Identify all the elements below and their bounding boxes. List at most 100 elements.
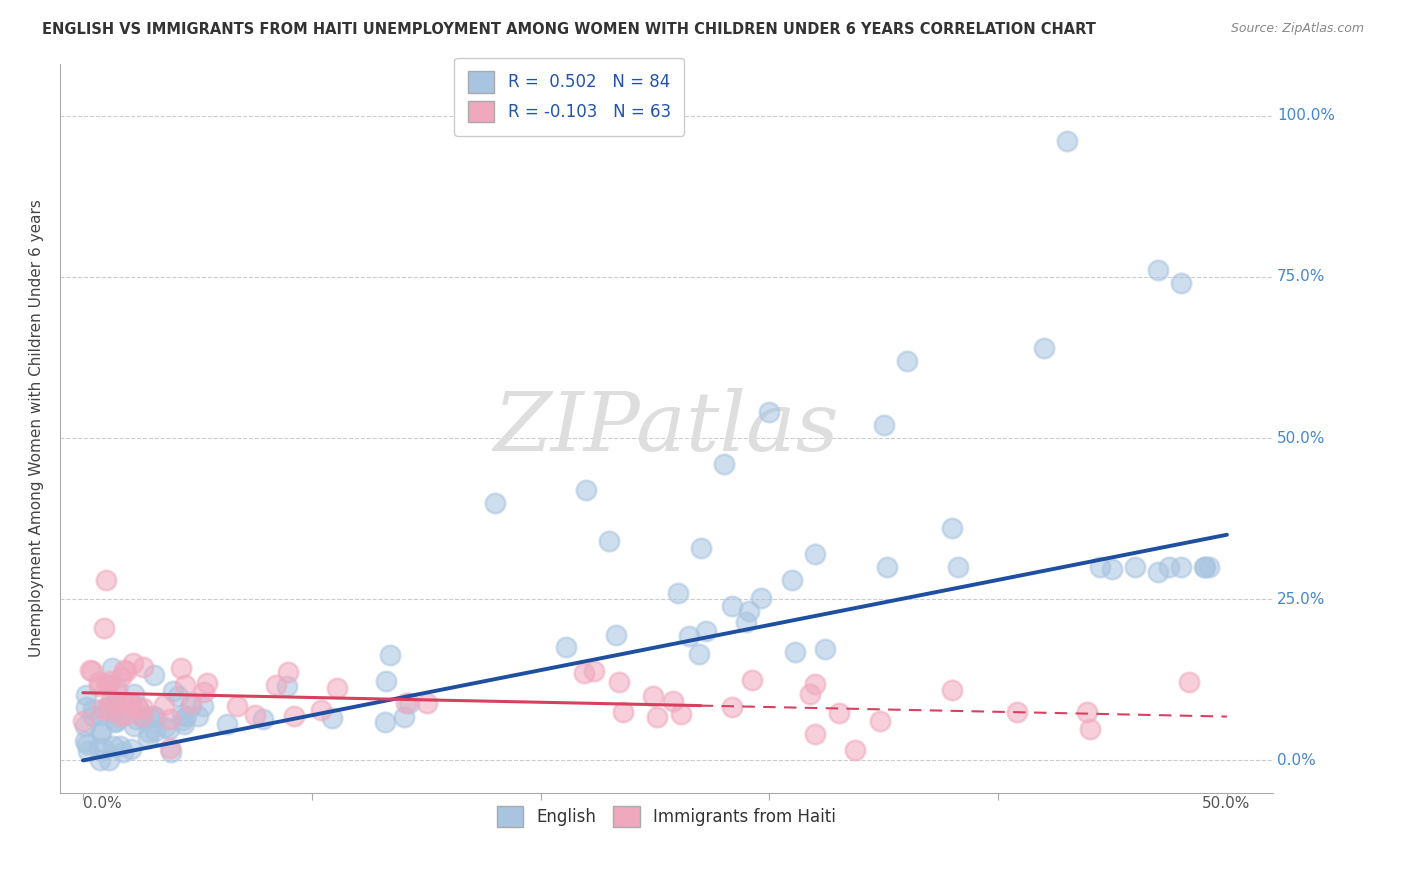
Point — [1076, 705, 1098, 719]
Point — [159, 712, 181, 726]
Point — [669, 707, 692, 722]
Point — [325, 681, 347, 695]
Point — [721, 599, 744, 613]
Point — [1005, 706, 1028, 720]
Point — [97, 753, 120, 767]
Point — [180, 698, 202, 713]
Point — [125, 699, 148, 714]
Point — [484, 495, 506, 509]
Point — [645, 709, 668, 723]
Point — [799, 687, 821, 701]
Point — [104, 714, 127, 729]
Point — [395, 696, 418, 710]
Point — [115, 664, 138, 678]
Point — [132, 659, 155, 673]
Point — [136, 731, 159, 746]
Point — [122, 687, 145, 701]
Point — [607, 674, 630, 689]
Point — [245, 708, 267, 723]
Point — [195, 675, 218, 690]
Point — [392, 710, 415, 724]
Point — [82, 702, 104, 716]
Point — [1170, 560, 1192, 574]
Point — [1147, 566, 1170, 580]
Point — [283, 709, 305, 723]
Point — [132, 701, 155, 715]
Point — [1192, 560, 1215, 574]
Point — [1056, 135, 1078, 149]
Point — [180, 696, 202, 710]
Point — [108, 707, 131, 722]
Point — [946, 560, 969, 574]
Point — [82, 709, 104, 723]
Point — [661, 694, 683, 708]
Point — [152, 698, 174, 712]
Point — [122, 719, 145, 733]
Point — [1147, 263, 1170, 277]
Point — [844, 743, 866, 757]
Point — [110, 739, 132, 754]
Legend: English, Immigrants from Haiti: English, Immigrants from Haiti — [488, 797, 845, 835]
Point — [1198, 560, 1220, 574]
Point — [110, 670, 132, 684]
Point — [101, 739, 124, 754]
Point — [173, 713, 195, 727]
Point — [97, 678, 120, 692]
Point — [105, 684, 128, 698]
Point — [104, 715, 127, 730]
Point — [118, 697, 141, 711]
Point — [112, 694, 135, 708]
Point — [170, 707, 193, 722]
Point — [111, 745, 134, 759]
Point — [79, 664, 101, 678]
Point — [105, 700, 128, 714]
Text: ENGLISH VS IMMIGRANTS FROM HAITI UNEMPLOYMENT AMONG WOMEN WITH CHILDREN UNDER 6 : ENGLISH VS IMMIGRANTS FROM HAITI UNEMPLO… — [42, 22, 1097, 37]
Point — [76, 743, 98, 757]
Point — [738, 604, 761, 618]
Point — [941, 521, 963, 535]
Point — [159, 741, 181, 756]
Point — [101, 661, 124, 675]
Point — [90, 726, 112, 740]
Point — [1194, 560, 1216, 574]
Point — [159, 745, 181, 759]
Point — [252, 713, 274, 727]
Point — [112, 663, 135, 677]
Point — [276, 679, 298, 693]
Point — [75, 718, 97, 732]
Point — [127, 701, 149, 715]
Y-axis label: Unemployment Among Women with Children Under 6 years: Unemployment Among Women with Children U… — [30, 200, 44, 657]
Point — [374, 674, 396, 689]
Point — [100, 693, 122, 707]
Point — [378, 648, 401, 663]
Point — [264, 678, 287, 692]
Text: 75.0%: 75.0% — [1277, 269, 1326, 285]
Point — [1159, 560, 1181, 574]
Point — [82, 665, 104, 679]
Point — [1032, 341, 1054, 355]
Point — [122, 656, 145, 670]
Point — [174, 678, 197, 692]
Point — [758, 405, 780, 419]
Point — [90, 708, 112, 723]
Point — [121, 697, 143, 711]
Point — [735, 615, 758, 629]
Point — [814, 641, 837, 656]
Point — [582, 664, 605, 678]
Point — [572, 665, 595, 680]
Point — [90, 723, 112, 737]
Text: 0.0%: 0.0% — [83, 796, 122, 811]
Point — [678, 629, 700, 643]
Point — [98, 673, 121, 688]
Point — [309, 703, 332, 717]
Point — [896, 353, 918, 368]
Point — [114, 708, 136, 723]
Point — [605, 627, 627, 641]
Point — [1170, 277, 1192, 291]
Text: ZIPatlas: ZIPatlas — [494, 388, 839, 468]
Point — [125, 712, 148, 726]
Point — [108, 711, 131, 725]
Point — [869, 714, 891, 729]
Point — [93, 742, 115, 756]
Point — [191, 698, 214, 713]
